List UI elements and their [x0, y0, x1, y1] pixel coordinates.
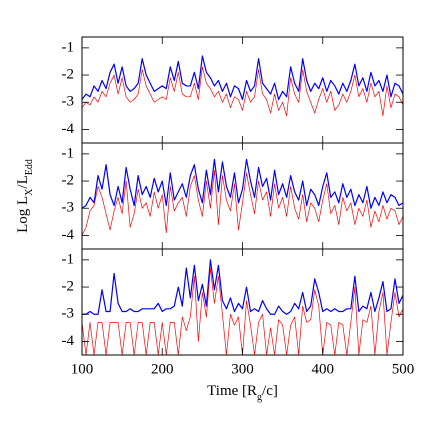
plot-area [82, 259, 403, 355]
x-tick-label: 200 [151, 361, 174, 377]
y-tick-label: -3 [62, 94, 75, 110]
y-tick-label: -2 [62, 172, 75, 188]
plot-area [82, 158, 403, 236]
x-axis-label: Time [Rg/c] [207, 383, 278, 402]
y-tick-label: -4 [62, 227, 75, 243]
x-axis-label-part: g [257, 392, 262, 403]
data-line [82, 267, 403, 355]
panel-frame [81, 36, 404, 144]
data-line [82, 169, 403, 236]
data-line [82, 55, 403, 101]
y-tick-label: -2 [62, 66, 75, 82]
y-tick-label: -1 [62, 145, 75, 161]
panel-frame [81, 248, 404, 356]
panel-frame [81, 142, 404, 250]
x-tick-label: 500 [392, 361, 415, 377]
data-line [82, 259, 403, 315]
y-tick-label: -3 [62, 306, 75, 322]
x-tick-label: 100 [71, 361, 94, 377]
y-axis-label-part: X [24, 188, 35, 196]
y-axis-label-part: /L [15, 175, 31, 188]
x-tick-label: 400 [312, 361, 335, 377]
plot-area [82, 55, 403, 117]
y-axis-label-part: Log L [15, 196, 31, 233]
y-axis-label: Log LX/LEdd [15, 159, 34, 233]
y-axis-label-part: Edd [24, 159, 35, 175]
data-line [82, 66, 403, 117]
y-tick-label: -4 [62, 121, 75, 137]
y-tick-label: -1 [62, 39, 75, 55]
x-axis-label-part: Time [R [207, 383, 257, 399]
x-tick-label: 300 [231, 361, 254, 377]
y-tick-label: -3 [62, 200, 75, 216]
x-axis-label-part: /c] [262, 383, 278, 399]
data-line [82, 158, 403, 209]
y-tick-label: -4 [62, 333, 75, 349]
y-tick-label: -2 [62, 278, 75, 294]
y-tick-label: -1 [62, 251, 75, 267]
